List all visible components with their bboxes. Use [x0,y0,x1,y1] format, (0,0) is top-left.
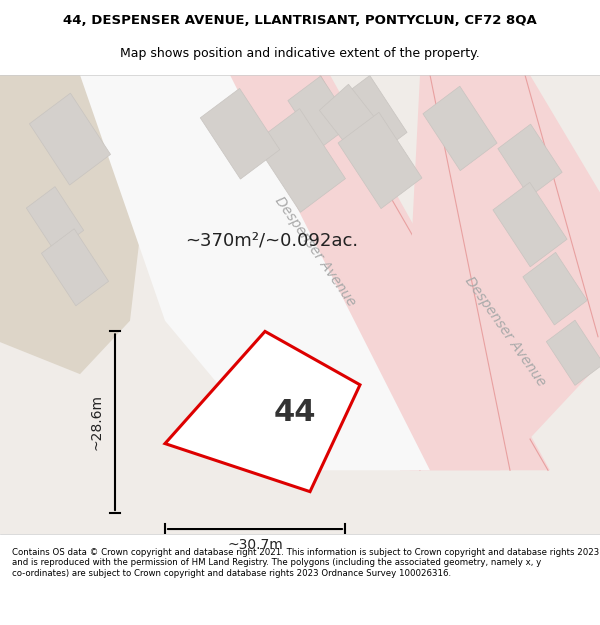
Text: ~370m²/~0.092ac.: ~370m²/~0.092ac. [185,232,358,249]
Polygon shape [200,88,280,179]
Polygon shape [80,75,430,470]
Text: Despenser Avenue: Despenser Avenue [462,274,548,389]
Text: Despenser Avenue: Despenser Avenue [272,194,358,309]
Text: ~30.7m: ~30.7m [227,538,283,552]
Polygon shape [523,253,587,325]
Polygon shape [254,109,346,212]
Text: Contains OS data © Crown copyright and database right 2021. This information is : Contains OS data © Crown copyright and d… [12,548,599,578]
Polygon shape [180,75,550,470]
Polygon shape [0,75,140,374]
Polygon shape [338,112,422,209]
Polygon shape [498,124,562,197]
Text: 44: 44 [274,398,316,428]
Polygon shape [319,84,380,151]
Polygon shape [288,76,352,149]
Polygon shape [165,331,360,492]
Text: Map shows position and indicative extent of the property.: Map shows position and indicative extent… [120,48,480,61]
Text: 44, DESPENSER AVENUE, LLANTRISANT, PONTYCLUN, CF72 8QA: 44, DESPENSER AVENUE, LLANTRISANT, PONTY… [63,14,537,28]
Polygon shape [400,75,600,470]
Polygon shape [423,86,497,171]
Text: ~28.6m: ~28.6m [90,394,104,450]
Polygon shape [333,76,407,160]
Polygon shape [26,187,83,252]
Polygon shape [493,182,567,267]
Polygon shape [547,320,600,386]
Polygon shape [41,229,109,306]
Polygon shape [29,93,110,185]
